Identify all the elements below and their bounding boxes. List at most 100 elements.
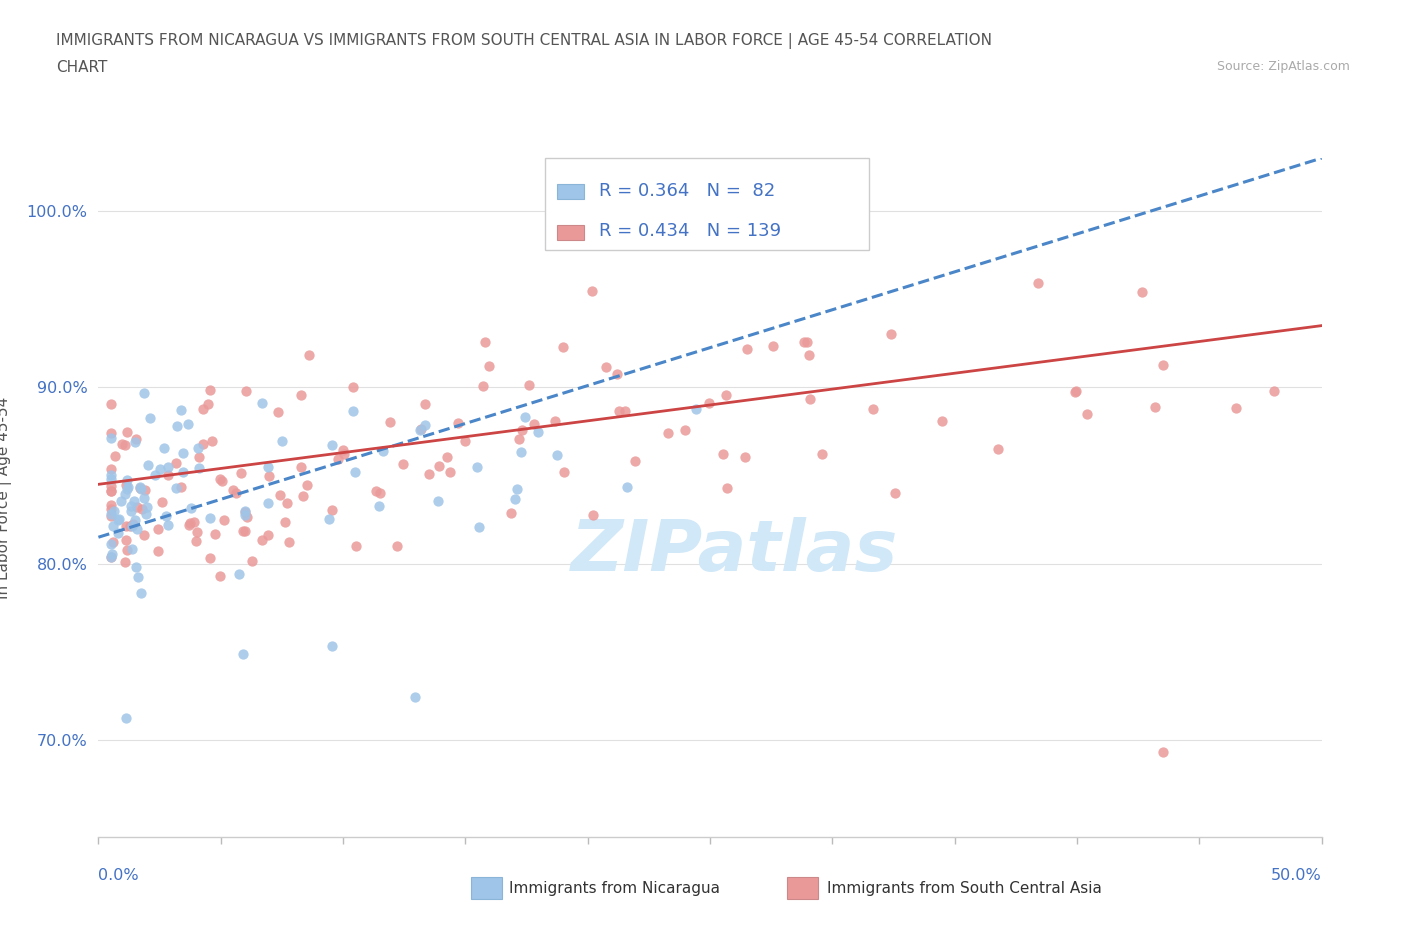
Point <box>606 366 628 381</box>
Point <box>734 449 756 464</box>
Point <box>582 507 605 522</box>
Point <box>447 416 470 431</box>
Point <box>499 506 522 521</box>
Point <box>474 335 496 350</box>
Point <box>378 415 401 430</box>
Point <box>387 538 409 553</box>
Point <box>673 422 696 437</box>
Point <box>198 551 221 565</box>
Point <box>404 690 426 705</box>
Point <box>172 464 194 479</box>
Point <box>115 472 138 487</box>
Point <box>506 481 529 496</box>
Point <box>101 518 124 533</box>
Point <box>551 339 574 354</box>
Point <box>503 492 526 507</box>
Point <box>290 459 312 474</box>
Point <box>124 434 146 449</box>
Point <box>111 437 134 452</box>
Point <box>100 509 122 524</box>
Text: 50.0%: 50.0% <box>1271 868 1322 883</box>
Point <box>115 711 138 725</box>
Point <box>298 347 321 362</box>
Point <box>735 341 758 356</box>
Point <box>100 479 122 494</box>
Point <box>796 334 818 349</box>
Point <box>100 550 122 565</box>
FancyBboxPatch shape <box>546 158 869 250</box>
Point <box>155 509 177 524</box>
Point <box>122 494 145 509</box>
Point <box>523 416 546 431</box>
Point <box>276 496 298 511</box>
Point <box>100 507 122 522</box>
Point <box>343 464 366 479</box>
Point <box>368 498 391 513</box>
Point <box>409 422 432 437</box>
Point <box>127 569 149 584</box>
Point <box>269 487 291 502</box>
Point <box>121 519 143 534</box>
Point <box>257 469 280 484</box>
Point <box>290 388 312 403</box>
Point <box>187 460 209 475</box>
Point <box>120 503 142 518</box>
Point <box>212 512 235 527</box>
Point <box>342 379 364 394</box>
Point <box>274 514 297 529</box>
Point <box>103 504 125 519</box>
Point <box>198 511 221 525</box>
Point <box>117 480 139 495</box>
Point <box>1064 385 1087 400</box>
Point <box>149 462 172 477</box>
Point <box>156 459 179 474</box>
Point <box>793 335 815 350</box>
Point <box>170 403 193 418</box>
Point <box>179 518 201 533</box>
Point <box>193 401 215 416</box>
Point <box>233 508 256 523</box>
Point <box>150 495 173 510</box>
Y-axis label: In Labor Force | Age 45-54: In Labor Force | Age 45-54 <box>0 396 13 599</box>
Point <box>931 414 953 429</box>
Text: R = 0.434   N = 139: R = 0.434 N = 139 <box>599 222 780 241</box>
Point <box>513 409 536 424</box>
Point <box>100 431 122 445</box>
Point <box>413 396 436 411</box>
Point <box>342 404 364 418</box>
Point <box>762 339 785 353</box>
Point <box>108 512 131 526</box>
Point <box>129 480 152 495</box>
Point <box>1076 406 1098 421</box>
Point <box>136 458 159 472</box>
Point <box>799 392 821 406</box>
Point <box>321 639 343 654</box>
Point <box>332 442 354 457</box>
Point <box>170 479 193 494</box>
Point <box>811 447 834 462</box>
Point <box>657 425 679 440</box>
Point <box>1152 357 1174 372</box>
Point <box>581 284 603 299</box>
Point <box>125 560 148 575</box>
Point <box>184 534 207 549</box>
Point <box>321 437 343 452</box>
Point <box>117 542 139 557</box>
Point <box>100 396 122 411</box>
Point <box>114 486 136 501</box>
Point <box>103 448 125 463</box>
Point <box>297 477 319 492</box>
Point <box>136 500 159 515</box>
Point <box>439 465 461 480</box>
Point <box>153 440 176 455</box>
Point <box>114 554 136 569</box>
Point <box>267 404 290 418</box>
Point <box>204 526 226 541</box>
Point <box>613 403 636 418</box>
Point <box>225 485 247 500</box>
Point <box>211 473 233 488</box>
Point <box>100 484 122 498</box>
Point <box>110 494 132 509</box>
Point <box>716 481 738 496</box>
Point <box>257 459 280 474</box>
